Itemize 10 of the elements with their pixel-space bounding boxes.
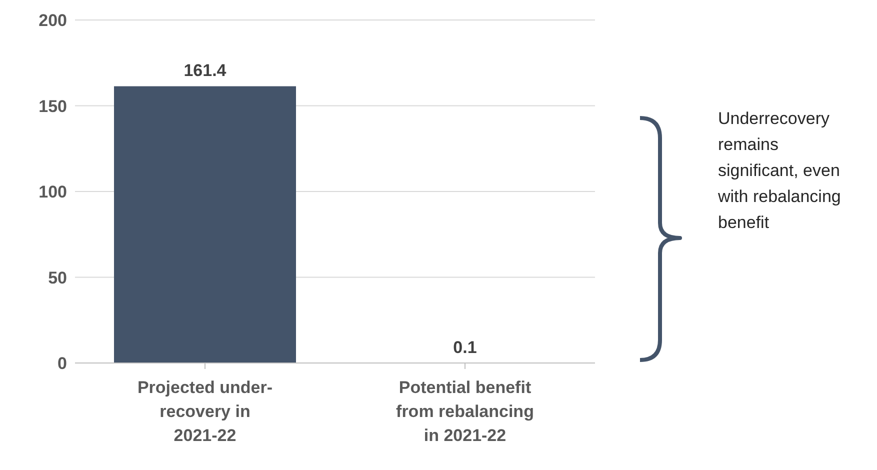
data-label: 0.1 bbox=[453, 338, 477, 357]
y-tick-label: 100 bbox=[38, 182, 67, 202]
x-tick-label: Projected under-recovery in 2021-22 bbox=[137, 378, 273, 445]
data-label: 161.4 bbox=[184, 61, 227, 80]
text: Underrecovery remains significant, even with rebalancing benefit bbox=[718, 108, 842, 234]
x-tick-label: Potential benefit from rebalancing in 2021-22 bbox=[396, 378, 534, 445]
y-tick-label: 150 bbox=[38, 96, 67, 116]
y-tick-label: 0 bbox=[58, 354, 67, 374]
y-tick-label: 50 bbox=[48, 268, 67, 288]
y-tick-label: 200 bbox=[38, 11, 67, 30]
